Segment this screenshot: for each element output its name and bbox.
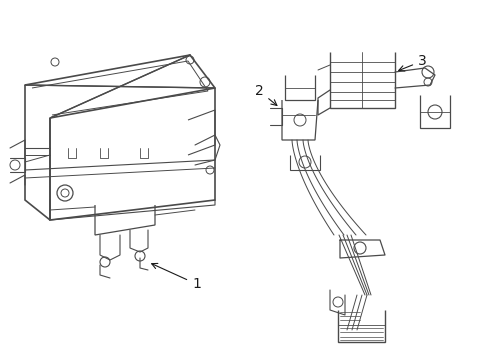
Text: 1: 1: [152, 264, 201, 291]
Text: 3: 3: [399, 54, 427, 71]
Text: 2: 2: [255, 84, 277, 105]
